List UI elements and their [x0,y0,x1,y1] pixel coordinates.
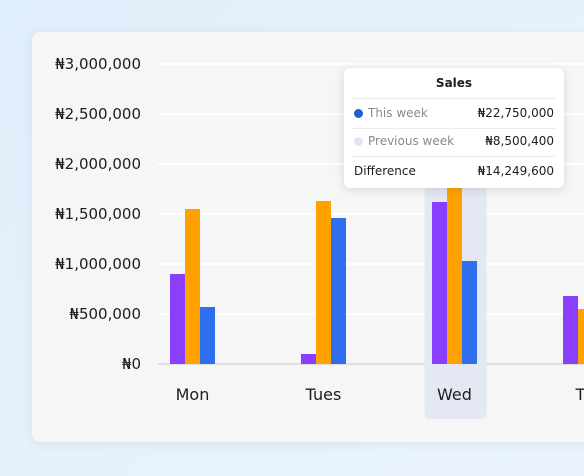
this-week-value: ₦22,750,000 [477,106,554,120]
bar[interactable] [462,261,477,364]
bar[interactable] [200,307,215,364]
bar[interactable] [447,188,462,364]
x-category-label: Th [575,385,584,404]
y-tick-label: ₦0 [122,355,141,373]
y-tick-label: ₦3,000,000 [55,55,141,73]
y-tick-label: ₦1,000,000 [55,255,141,273]
bar[interactable] [185,209,200,364]
bar[interactable] [578,309,584,364]
bar[interactable] [316,201,331,364]
bar[interactable] [331,218,346,364]
y-tick-label: ₦2,500,000 [55,105,141,123]
y-tick-label: ₦500,000 [69,305,141,323]
tooltip-divider [352,98,556,99]
y-tick-label: ₦2,000,000 [55,155,141,173]
previous-week-dot-icon [354,137,363,146]
x-category-label: Wed [437,385,472,404]
tooltip-row-this-week: This week ₦22,750,000 [354,104,554,124]
previous-week-label: Previous week [368,134,455,148]
tooltip-title: Sales [435,76,473,90]
bar[interactable] [563,296,578,364]
bar[interactable] [432,202,447,364]
difference-label: Difference [354,164,416,178]
x-category-label: Mon [176,385,210,404]
y-tick-label: ₦1,500,000 [55,205,141,223]
sales-tooltip: Sales This week ₦22,750,000 Previous wee… [344,68,564,188]
this-week-label: This week [368,106,428,120]
bar[interactable] [301,354,316,364]
previous-week-value: ₦8,500,400 [485,134,554,148]
tooltip-divider [352,156,556,157]
tooltip-row-difference: Difference ₦14,249,600 [354,162,554,182]
this-week-dot-icon [354,109,363,118]
difference-value: ₦14,249,600 [477,164,554,178]
tooltip-row-previous-week: Previous week ₦8,500,400 [354,132,554,152]
tooltip-divider [352,128,556,129]
x-category-label: Tues [305,385,342,404]
bar[interactable] [170,274,185,364]
